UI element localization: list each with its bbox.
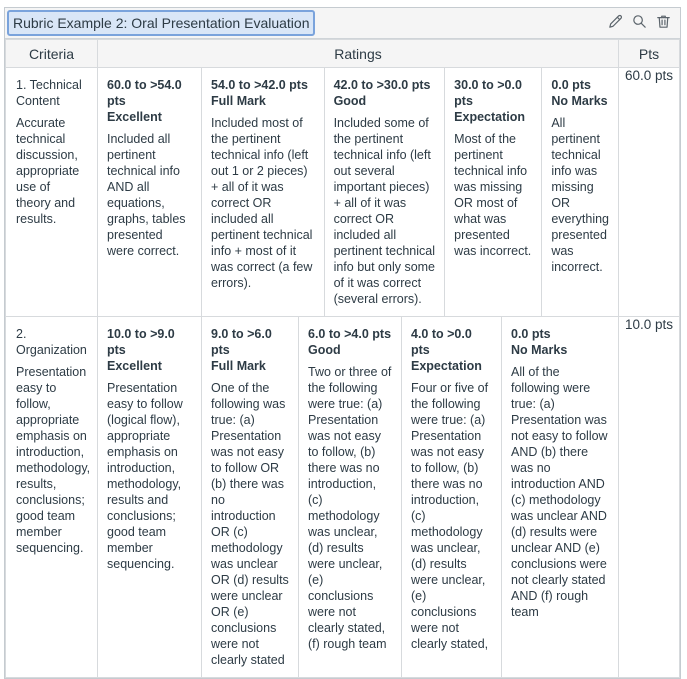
pencil-edit-icon (607, 13, 624, 33)
rubric-title-bar: Rubric Example 2: Oral Presentation Eval… (5, 8, 680, 39)
rating-range: 4.0 to >0.0 pts (411, 327, 472, 357)
rating-cell: 9.0 to >6.0 pts Full Mark One of the fol… (201, 317, 298, 677)
criterion-title: 2. Organization (16, 327, 87, 357)
rating-description: Four or five of the following were true:… (411, 381, 489, 651)
rating-range: 60.0 to >54.0 pts (107, 78, 182, 108)
edit-rubric-button[interactable] (605, 13, 625, 33)
criterion-description: Accurate technical discussion, appropria… (16, 116, 80, 226)
criterion-row-technical-content: 1. Technical Content Accurate technical … (5, 67, 680, 317)
rating-description: Presentation easy to follow (logical flo… (107, 381, 183, 571)
rating-description: Most of the pertinent technical info was… (454, 132, 532, 258)
rating-label: Full Mark (211, 359, 266, 373)
rating-description: Included most of the pertinent technical… (211, 116, 313, 290)
magnifier-search-icon (631, 13, 648, 33)
rating-label: Good (308, 343, 341, 357)
criterion-description: Presentation easy to follow, appropriate… (16, 365, 91, 555)
rating-label: No Marks (511, 343, 568, 357)
criterion-title: 1. Technical Content (16, 78, 82, 108)
rating-range: 0.0 pts (551, 78, 591, 92)
rating-range: 6.0 to >4.0 pts (308, 327, 392, 341)
rubric-table: Criteria Ratings Pts 1. Technical Conten… (5, 39, 680, 678)
rating-cell: 42.0 to >30.0 pts Good Included some of … (323, 68, 445, 316)
rating-label: Good (333, 94, 367, 108)
rubric-header-row: Criteria Ratings Pts (5, 39, 680, 68)
rating-cell: 30.0 to >0.0 pts Expectation Most of the… (444, 68, 541, 316)
rating-cell: 6.0 to >4.0 pts Good Two or three of the… (298, 317, 401, 677)
rating-description: Included some of the pertinent technical… (333, 116, 436, 306)
rating-cell: 0.0 pts No Marks All of the following we… (501, 317, 618, 677)
ratings-cell: 10.0 to >9.0 pts Excellent Presentation … (97, 316, 619, 678)
criterion-row-organization: 2. Organization Presentation easy to fol… (5, 316, 680, 678)
rating-cell: 60.0 to >54.0 pts Excellent Included all… (98, 68, 201, 316)
rating-label: Expectation (411, 359, 482, 373)
criterion-cell: 1. Technical Content Accurate technical … (5, 67, 98, 317)
rating-range: 54.0 to >42.0 pts (211, 78, 308, 92)
pts-header: Pts (618, 39, 680, 68)
rating-cell: 4.0 to >0.0 pts Expectation Four or five… (401, 317, 501, 677)
rating-label: Full Mark (211, 94, 266, 108)
rubric-card: Rubric Example 2: Oral Presentation Eval… (4, 7, 681, 679)
ratings-cell: 60.0 to >54.0 pts Excellent Included all… (97, 67, 619, 317)
rubric-title[interactable]: Rubric Example 2: Oral Presentation Eval… (7, 10, 316, 36)
rating-range: 9.0 to >6.0 pts (211, 327, 272, 357)
rating-description: Included all pertinent technical info AN… (107, 132, 186, 258)
rating-cell: 0.0 pts No Marks All pertinent technical… (541, 68, 618, 316)
rating-range: 42.0 to >30.0 pts (333, 78, 431, 92)
criterion-cell: 2. Organization Presentation easy to fol… (5, 316, 98, 678)
criterion-points: 10.0 pts (618, 316, 680, 678)
rating-description: All pertinent technical info was missing… (551, 116, 610, 274)
rating-description: One of the following was true: (a) Prese… (211, 381, 289, 667)
rating-label: Expectation (454, 110, 526, 124)
rating-cell: 54.0 to >42.0 pts Full Mark Included mos… (201, 68, 324, 316)
delete-rubric-button[interactable] (653, 13, 673, 33)
rating-cell: 10.0 to >9.0 pts Excellent Presentation … (98, 317, 201, 677)
rating-range: 0.0 pts (511, 327, 551, 341)
rating-range: 30.0 to >0.0 pts (454, 78, 522, 108)
rating-range: 10.0 to >9.0 pts (107, 327, 175, 357)
rating-label: Excellent (107, 359, 162, 373)
rating-label: No Marks (551, 94, 608, 108)
criterion-points: 60.0 pts (618, 67, 680, 317)
trash-delete-icon (655, 13, 672, 33)
find-rubric-button[interactable] (629, 13, 649, 33)
rating-label: Excellent (107, 110, 162, 124)
rating-description: Two or three of the following were true:… (308, 365, 392, 651)
rating-description: All of the following were true: (a) Pres… (511, 365, 608, 619)
criteria-header: Criteria (5, 39, 98, 68)
ratings-header: Ratings (97, 39, 619, 68)
